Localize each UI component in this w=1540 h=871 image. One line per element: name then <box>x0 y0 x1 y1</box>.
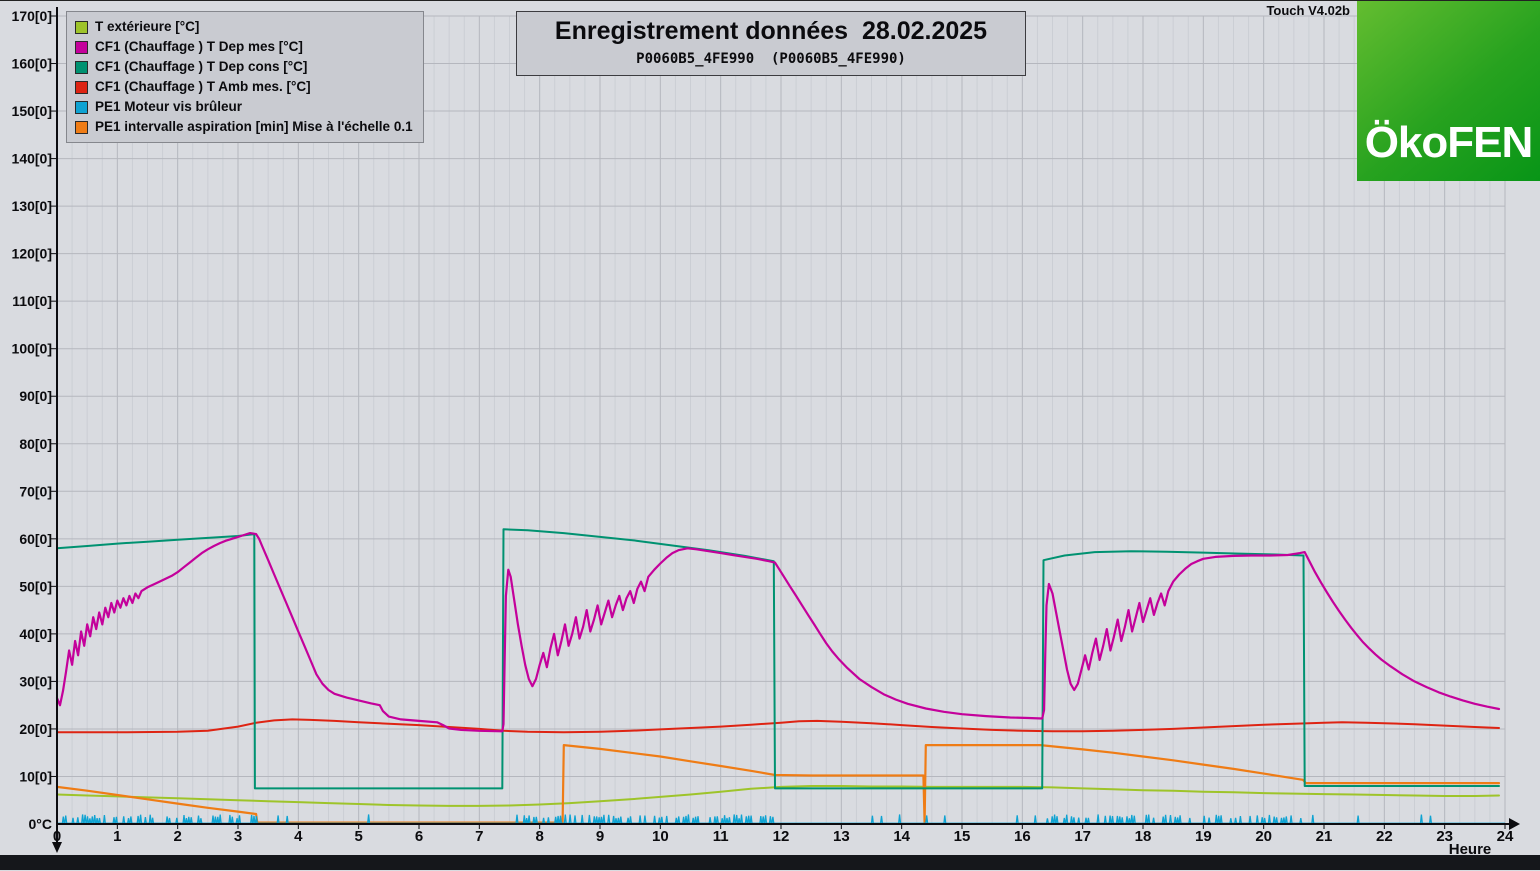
legend-label: T extérieure [°C] <box>95 19 200 35</box>
y-tick-label: 150[0] <box>12 103 52 119</box>
legend-swatch-cf1-amb-mes <box>75 80 88 94</box>
x-tick-label: 5 <box>354 828 362 845</box>
y-tick-label: 10[0] <box>19 768 52 784</box>
x-tick-label: 24 <box>1497 828 1514 845</box>
x-tick-label: 13 <box>833 828 850 845</box>
legend-item-cf1-dep-mes: CF1 (Chauffage ) T Dep mes [°C] <box>75 37 413 57</box>
x-tick-label: 21 <box>1316 828 1333 845</box>
series-cf1-t-amb-mes <box>56 718 1500 734</box>
y-tick-label: 70[0] <box>19 483 52 499</box>
legend-item-pe1-aspiration: PE1 intervalle aspiration [min] Mise à l… <box>75 117 413 137</box>
legend-swatch-pe1-moteur <box>75 100 88 114</box>
legend-label: CF1 (Chauffage ) T Amb mes. [°C] <box>95 79 311 95</box>
x-tick-label: 15 <box>954 828 971 845</box>
x-tick-label: 3 <box>234 828 242 845</box>
x-tick-label: 17 <box>1074 828 1091 845</box>
series-t-exterieure <box>56 785 1500 807</box>
y-tick-label: 80[0] <box>19 436 52 452</box>
bottom-bar <box>0 855 1540 870</box>
legend-swatch-t-exterieure <box>75 20 88 34</box>
y-tick-label: 160[0] <box>12 56 52 72</box>
x-tick-label: 16 <box>1014 828 1031 845</box>
x-axis-title: Heure <box>1448 841 1492 858</box>
x-tick-label: 19 <box>1195 828 1212 845</box>
y-tick-label: 0°C <box>29 816 53 832</box>
x-tick-label: 22 <box>1376 828 1393 845</box>
x-tick-label: 10 <box>652 828 669 845</box>
y-tick-label: 40[0] <box>19 626 52 642</box>
x-tick-label: 12 <box>773 828 790 845</box>
x-tick-label: 20 <box>1255 828 1272 845</box>
x-tick-label: 0 <box>53 828 61 845</box>
firmware-version-label: Touch V4.02b <box>1266 3 1350 18</box>
legend-item-t-exterieure: T extérieure [°C] <box>75 17 413 37</box>
x-tick-label: 2 <box>173 828 181 845</box>
okofen-logo: ÖkoFEN <box>1357 1 1540 181</box>
x-tick-label: 23 <box>1436 828 1453 845</box>
title-box: Enregistrement données 28.02.2025 P0060B… <box>516 11 1026 76</box>
legend-item-cf1-amb-mes: CF1 (Chauffage ) T Amb mes. [°C] <box>75 77 413 97</box>
x-tick-label: 7 <box>475 828 483 845</box>
legend-swatch-pe1-aspiration <box>75 120 88 134</box>
x-tick-label: 11 <box>713 828 729 845</box>
x-tick-label: 9 <box>596 828 604 845</box>
x-tick-label: 4 <box>294 828 303 845</box>
y-tick-label: 130[0] <box>12 198 52 214</box>
x-tick-label: 1 <box>113 828 121 845</box>
y-tick-label: 170[0] <box>12 8 52 24</box>
y-tick-label: 50[0] <box>19 578 52 594</box>
series-cf1-t-dep-mes <box>55 531 1501 733</box>
legend-swatch-cf1-dep-mes <box>75 40 88 54</box>
legend-label: PE1 Moteur vis brûleur <box>95 99 243 115</box>
legend-swatch-cf1-dep-cons <box>75 60 88 74</box>
x-tick-label: 14 <box>893 828 910 845</box>
legend-label: PE1 intervalle aspiration [min] Mise à l… <box>95 119 413 135</box>
x-tick-label: 18 <box>1135 828 1152 845</box>
y-tick-label: 60[0] <box>19 531 52 547</box>
legend-label: CF1 (Chauffage ) T Dep cons [°C] <box>95 59 308 75</box>
page-subtitle: P0060B5_4FE990 (P0060B5_4FE990) <box>636 51 906 67</box>
okofen-logo-text: ÖkoFEN <box>1364 118 1534 167</box>
y-tick-label: 20[0] <box>19 721 52 737</box>
legend-item-cf1-dep-cons: CF1 (Chauffage ) T Dep cons [°C] <box>75 57 413 77</box>
y-tick-label: 30[0] <box>19 673 52 689</box>
page-title: Enregistrement données 28.02.2025 <box>554 17 988 45</box>
x-tick-label: 8 <box>535 828 543 845</box>
series-pe1-intervalle-aspiration <box>55 743 1501 825</box>
legend-item-pe1-moteur: PE1 Moteur vis brûleur <box>75 97 413 117</box>
y-tick-label: 100[0] <box>12 341 52 357</box>
y-tick-label: 110[0] <box>12 293 52 309</box>
legend: T extérieure [°C] CF1 (Chauffage ) T Dep… <box>66 11 424 143</box>
y-tick-label: 140[0] <box>12 151 52 167</box>
y-tick-label: 120[0] <box>12 246 52 262</box>
legend-label: CF1 (Chauffage ) T Dep mes [°C] <box>95 39 303 55</box>
y-tick-label: 90[0] <box>19 388 52 404</box>
x-tick-label: 6 <box>415 828 423 845</box>
